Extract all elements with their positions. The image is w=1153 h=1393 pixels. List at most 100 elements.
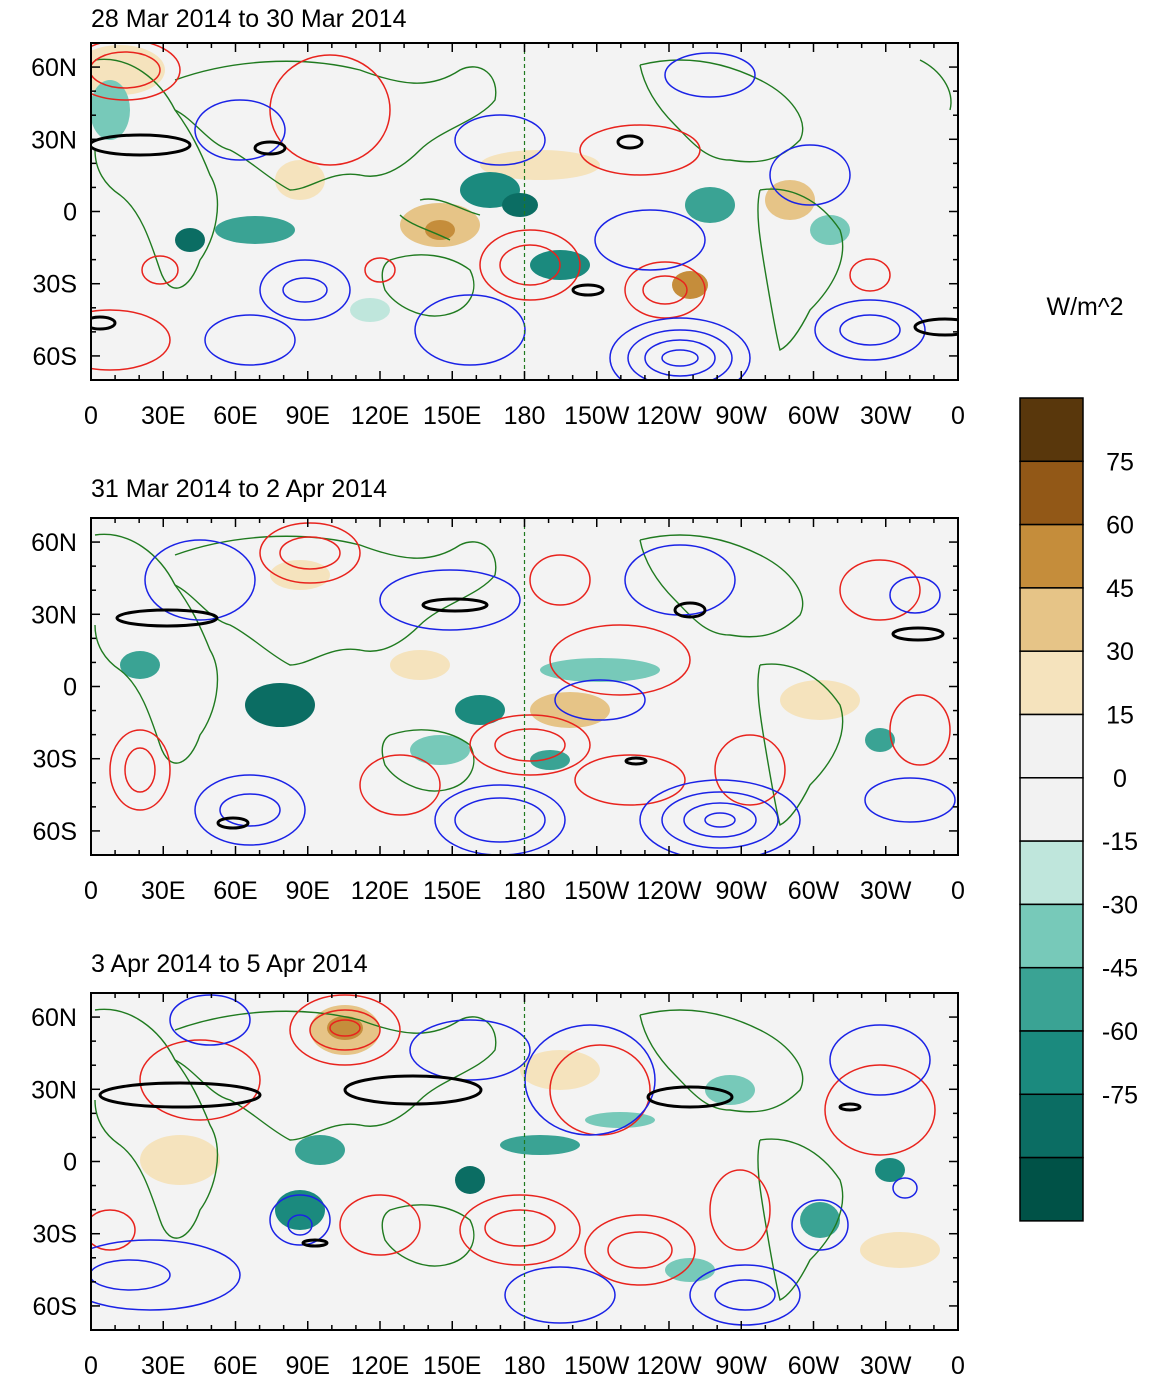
olr-negative-anomaly: [875, 1158, 905, 1182]
olr-negative-anomaly: [120, 651, 160, 679]
contour-negative: [91, 1239, 241, 1311]
contour-zero: [646, 1085, 734, 1109]
lon-tick-label: 0: [951, 402, 965, 430]
lat-tick-label: 0: [63, 1149, 77, 1177]
contour-negative: [504, 1266, 616, 1324]
contour-positive: [139, 1039, 261, 1121]
contour-zero: [115, 608, 219, 628]
olr-negative-anomaly: [530, 750, 570, 770]
contour-negative: [434, 784, 566, 855]
contour-zero: [673, 601, 707, 619]
colorbar-box: [1019, 523, 1084, 589]
colorbar-tick-label: -75: [1102, 1081, 1138, 1109]
lon-tick-label: 0: [951, 877, 965, 905]
panel-1-coastlines: [94, 58, 952, 352]
contour-negative: [704, 812, 736, 828]
olr-negative-anomaly: [500, 1135, 580, 1155]
contour-positive: [479, 229, 581, 301]
lon-tick-label: 150E: [423, 1352, 481, 1380]
lon-tick-label: 30E: [141, 1352, 185, 1380]
colorbar-units-label: W/m^2: [1046, 293, 1123, 321]
colorbar-box: [1019, 840, 1084, 906]
contour-negative: [683, 802, 757, 838]
contour-zero: [91, 315, 117, 331]
contour-positive: [124, 747, 156, 793]
contour-negative: [194, 99, 286, 161]
colorbar-tick-label: 60: [1106, 512, 1134, 540]
lon-tick-label: 30E: [141, 402, 185, 430]
olr-negative-anomaly: [810, 215, 850, 245]
contour-positive: [469, 714, 591, 776]
contour-negative: [627, 329, 733, 380]
lon-tick-label: 0: [84, 402, 98, 430]
contour-negative: [644, 339, 716, 377]
olr-negative-anomaly: [350, 298, 390, 322]
olr-negative-anomaly: [685, 187, 735, 223]
contour-negative: [814, 299, 926, 361]
lat-tick-label: 0: [63, 199, 77, 227]
colorbar-box: [1019, 713, 1084, 779]
olr-positive-anomaly: [425, 220, 455, 240]
contour-negative: [829, 1024, 931, 1096]
contour-positive: [579, 124, 701, 176]
olr-positive-anomaly: [275, 160, 325, 200]
contour-positive: [642, 275, 688, 305]
contour-positive: [309, 1009, 381, 1051]
contour-negative: [609, 317, 751, 380]
lon-tick-label: 180: [504, 402, 546, 430]
olr-negative-anomaly: [455, 695, 505, 725]
contour-negative: [639, 779, 801, 855]
panel-2-title: 31 Mar 2014 to 2 Apr 2014: [91, 475, 387, 503]
contour-negative: [269, 1194, 331, 1246]
lon-tick-label: 150E: [423, 877, 481, 905]
colorbar-box: [1019, 587, 1084, 652]
olr-negative-anomaly: [215, 216, 295, 244]
contour-negative: [689, 1264, 801, 1326]
lat-tick-label: 30N: [31, 126, 77, 154]
panel-3-coastlines: [94, 1008, 844, 1302]
colorbar-labels: 75 60 45 30 15 0 -15 -30 -45 -60 -75: [1102, 448, 1138, 1109]
contour-positive: [624, 261, 706, 319]
lon-tick-label: 90E: [286, 1352, 330, 1380]
colorbar-tick-label: 75: [1106, 448, 1134, 476]
contour-zero: [891, 626, 945, 642]
lon-tick-label: 30W: [860, 402, 912, 430]
contour-zero: [301, 1238, 329, 1248]
lat-tick-label: 30S: [33, 271, 77, 299]
lon-tick-label: 60E: [213, 877, 257, 905]
colorbar-tick-label: -60: [1102, 1018, 1138, 1046]
lat-tick-label: 60S: [33, 818, 77, 846]
olr-negative-anomaly: [705, 1075, 755, 1105]
contour-negative: [661, 349, 699, 367]
contour-zero: [421, 597, 489, 613]
contour-negative: [454, 114, 546, 166]
lon-tick-label: 60W: [788, 1352, 840, 1380]
lon-tick-label: 30W: [860, 877, 912, 905]
contour-positive: [499, 244, 561, 286]
colorbar-box: [1019, 1156, 1084, 1222]
olr-negative-anomaly: [245, 683, 315, 727]
contour-zero: [838, 1102, 862, 1112]
lon-tick-label: 90W: [716, 1352, 768, 1380]
olr-positive-anomaly: [860, 1232, 940, 1268]
lon-tick-label: 0: [84, 877, 98, 905]
contour-zero: [343, 1074, 483, 1106]
contour-zero: [913, 317, 958, 337]
contour-positive: [91, 1209, 136, 1251]
contour-zero: [91, 133, 192, 157]
panel-2-axis: 0 30E 60E 90E 120E 150E 180 150W 120W 90W 60W 30W 0 6…: [31, 518, 965, 905]
contour-negative: [204, 314, 296, 366]
contour-positive: [824, 1064, 936, 1156]
panel-2: 31 Mar 2014 to 2 Apr 2014: [31, 475, 965, 905]
contour-negative: [791, 1199, 849, 1251]
contour-positive: [709, 1169, 771, 1251]
contour-negative: [409, 1019, 531, 1081]
lon-tick-label: 120E: [351, 1352, 409, 1380]
contour-negative: [219, 793, 281, 827]
panel-3-shading: [140, 1005, 940, 1282]
olr-negative-anomaly: [540, 658, 660, 682]
contour-negative: [889, 576, 941, 614]
contour-positive: [359, 754, 441, 816]
colorbar-boxes: [1019, 397, 1084, 1222]
lon-tick-label: 150W: [564, 877, 630, 905]
